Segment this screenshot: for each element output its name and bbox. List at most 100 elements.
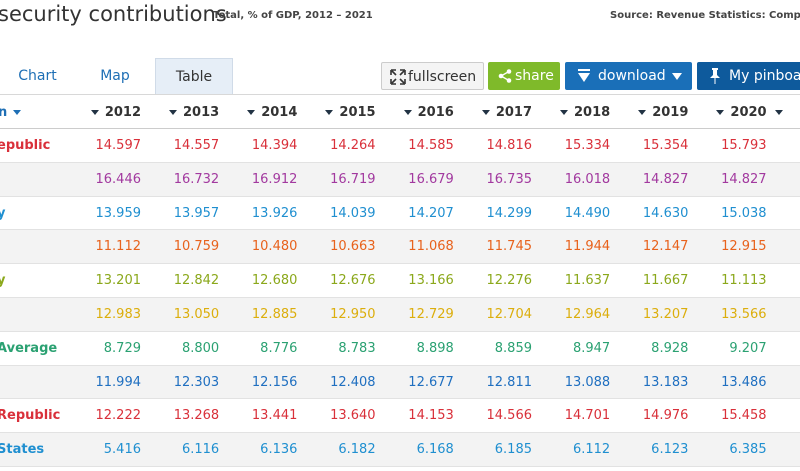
- row-label: Average: [0, 340, 58, 356]
- table-cell: 9.207: [729, 340, 767, 356]
- table-cell: 13.183: [642, 374, 689, 390]
- header-text: 2019: [652, 105, 689, 120]
- sort-arrow: [638, 110, 647, 115]
- table-cell: 8.859: [494, 340, 532, 356]
- table-cell: 13.926: [251, 205, 298, 221]
- tab-chart[interactable]: Chart: [18, 68, 57, 84]
- table-cell: 6.182: [338, 442, 376, 458]
- table-cell: 8.928: [651, 340, 689, 356]
- column-header[interactable]: 2012: [71, 97, 141, 129]
- sort-arrow: [774, 110, 783, 115]
- header-text: n: [0, 105, 8, 120]
- table-cell: 13.441: [251, 408, 298, 424]
- share-icon: [498, 69, 512, 83]
- table-cell: 14.585: [408, 138, 454, 153]
- fullscreen-icon: [390, 69, 406, 85]
- fullscreen-label: fullscreen: [408, 69, 477, 85]
- table-cell: 15.793: [721, 138, 767, 153]
- table-cell: 14.264: [330, 138, 376, 153]
- header-text: 2016: [417, 105, 454, 120]
- tab-divider: [0, 94, 800, 95]
- column-header[interactable]: 2013: [149, 97, 219, 129]
- table-cell: 11.113: [721, 273, 767, 289]
- column-header[interactable]: 2018: [540, 97, 610, 129]
- table-cell: 6.112: [572, 442, 611, 458]
- table-cell: 11.667: [642, 273, 689, 289]
- table-cell: 12.156: [251, 374, 298, 390]
- table-cell: 14.701: [564, 408, 611, 424]
- pinboard-button[interactable]: My pinboa: [697, 62, 800, 90]
- table-cell: 12.276: [486, 273, 533, 289]
- table-cell: 13.957: [173, 205, 220, 221]
- title: security contributions: [0, 2, 227, 26]
- tab-table[interactable]: Table: [155, 58, 233, 94]
- source: Source: Revenue Statistics: Comparat: [610, 10, 800, 21]
- table-cell: 13.486: [721, 374, 767, 390]
- share-button[interactable]: share: [488, 62, 560, 90]
- table-cell: 6.116: [181, 442, 220, 458]
- tab-map[interactable]: Map: [100, 68, 130, 84]
- fullscreen-button[interactable]: fullscreen: [381, 62, 484, 90]
- header-text: 2015: [339, 105, 376, 120]
- table-cell: 8.783: [338, 340, 376, 356]
- table-cell: 6.185: [494, 442, 532, 458]
- table-cell: 12.677: [408, 374, 454, 390]
- table-cell: 13.268: [173, 408, 220, 424]
- row-label: States: [0, 442, 45, 458]
- header-text: 2018: [574, 105, 611, 120]
- table-cell: 12.408: [330, 374, 376, 390]
- download-label: download: [598, 68, 666, 84]
- table-cell: 13.566: [721, 307, 767, 322]
- sort-arrow: [560, 110, 568, 115]
- header-text: 2017: [495, 105, 532, 120]
- column-header[interactable]: 2020: [697, 97, 767, 129]
- column-header[interactable]: 2014: [227, 97, 297, 129]
- table-cell: 12.729: [408, 307, 454, 322]
- sort-arrow: [325, 110, 334, 115]
- header-text: 2020: [730, 105, 767, 120]
- row-background: [0, 433, 800, 467]
- sort-arrow: [247, 110, 256, 115]
- row-background: [0, 129, 800, 163]
- header-text: 2014: [261, 105, 298, 120]
- table-cell: 11.994: [95, 374, 142, 390]
- table-cell: 12.964: [564, 307, 611, 322]
- table-cell: 16.018: [564, 171, 611, 187]
- sort-arrow: [90, 110, 99, 115]
- sort-arrow: [169, 110, 177, 115]
- table-cell: 5.416: [103, 442, 141, 458]
- row-background: [0, 298, 800, 332]
- sort-arrow: [481, 110, 490, 115]
- header-text: 2013: [183, 105, 220, 120]
- table-cell: 14.827: [721, 171, 767, 187]
- table-cell: 11.112: [95, 239, 142, 255]
- table-cell: 11.068: [408, 239, 454, 255]
- sort-arrow: [716, 110, 725, 115]
- row-background: [0, 264, 800, 298]
- column-header[interactable]: 2016: [384, 97, 454, 129]
- download-button[interactable]: download: [565, 62, 692, 90]
- table-cell: 13.207: [642, 307, 689, 322]
- table-cell: 15.458: [721, 408, 767, 424]
- table-cell: 14.827: [642, 171, 689, 187]
- row-background: [0, 365, 800, 400]
- table-cell: 12.704: [486, 307, 533, 322]
- column-header[interactable]: [774, 97, 800, 129]
- table-cell: 13.088: [564, 374, 611, 390]
- table-cell: 12.676: [330, 273, 376, 289]
- table-cell: 10.759: [173, 239, 220, 255]
- column-header[interactable]: 2019: [618, 97, 688, 129]
- table-cell: 8.898: [416, 340, 454, 356]
- column-header[interactable]: 2015: [306, 97, 376, 129]
- subtitle: Total, % of GDP, 2012 – 2021: [213, 10, 373, 21]
- first-column-header[interactable]: n: [0, 97, 27, 129]
- table-cell: 11.745: [486, 239, 533, 255]
- download-icon: [578, 69, 590, 82]
- table-cell: 14.976: [642, 408, 689, 424]
- table-cell: 8.729: [103, 340, 141, 356]
- table-cell: 13.050: [173, 307, 220, 322]
- row-background: [0, 196, 800, 231]
- row-background: [0, 399, 800, 434]
- table-cell: 14.207: [408, 205, 454, 221]
- column-header[interactable]: 2017: [462, 97, 532, 129]
